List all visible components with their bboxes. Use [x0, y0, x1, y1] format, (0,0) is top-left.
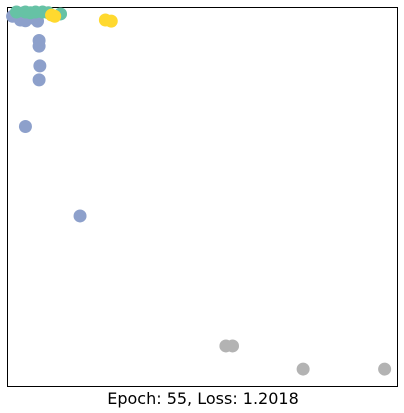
- chart-caption: Epoch: 55, Loss: 1.2018: [107, 389, 299, 408]
- data-points: [6, 5, 392, 376]
- scatter-point-yellow-1: [48, 9, 62, 23]
- scatter-point-blue-12: [32, 73, 46, 87]
- scatter-point-gray-3: [378, 362, 392, 376]
- scatter-point-blue-14: [73, 209, 87, 223]
- scatter-point-yellow-3: [104, 14, 118, 28]
- scatter-point-gray-2: [296, 362, 310, 376]
- scatter-point-blue-10: [32, 39, 46, 53]
- scatter-point-gray-1: [226, 339, 240, 353]
- scatter-point-blue-11: [33, 59, 47, 73]
- scatter-point-blue-13: [18, 120, 32, 134]
- scatter-point-teal-0: [9, 5, 23, 19]
- plot-frame: [7, 7, 398, 387]
